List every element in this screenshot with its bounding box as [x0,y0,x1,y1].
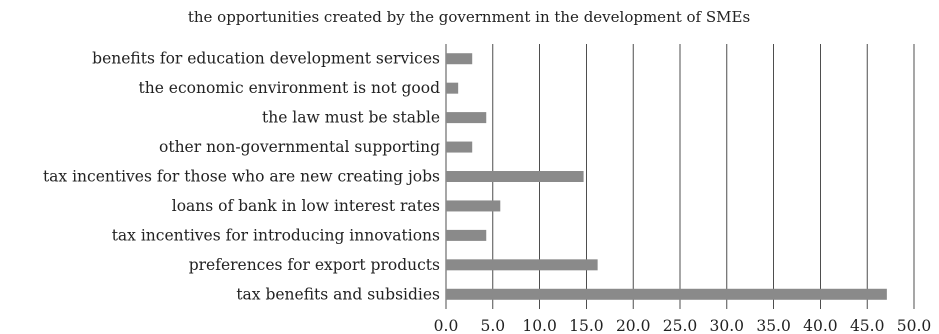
category-label: tax benefits and subsidies [236,285,440,303]
category-label: the economic environment is not good [139,79,441,97]
category-label: preferences for export products [189,256,440,274]
x-tick-label: 30.0 [710,317,745,334]
category-label: tax incentives for introducing innovatio… [112,226,440,244]
x-tick-label: 35.0 [756,317,791,334]
bars [446,53,887,300]
x-tick-label: 25.0 [663,317,698,334]
bar [446,288,887,300]
bar [446,82,459,94]
bar [446,200,501,212]
category-label: other non-governmental supporting [159,138,440,156]
gridlines [445,44,915,309]
chart-title: the opportunities created by the governm… [188,8,750,26]
category-label: tax incentives for those who are new cre… [43,168,440,186]
category-labels: benefits for education development servi… [43,50,440,304]
bar [446,141,473,153]
bar [446,112,487,124]
category-label: loans of bank in low interest rates [172,197,440,215]
x-tick-label: 0.0 [434,317,459,334]
x-tick-label: 15.0 [569,317,604,334]
x-tick-label: 5.0 [480,317,505,334]
category-label: the law must be stable [262,109,440,127]
x-tick-label: 45.0 [850,317,885,334]
bar [446,259,598,271]
x-tick-label: 20.0 [616,317,651,334]
x-tick-label: 10.0 [522,317,557,334]
bar [446,229,487,241]
bar [446,53,473,65]
category-label: benefits for education development servi… [92,50,440,68]
x-tick-label: 40.0 [803,317,838,334]
bar [446,171,584,182]
x-tick-labels: 0.0 5.0 10.0 15.0 20.0 25.0 30.0 35.0 40.0 45.0 50… [434,317,932,334]
x-tick-label: 50.0 [897,317,932,334]
